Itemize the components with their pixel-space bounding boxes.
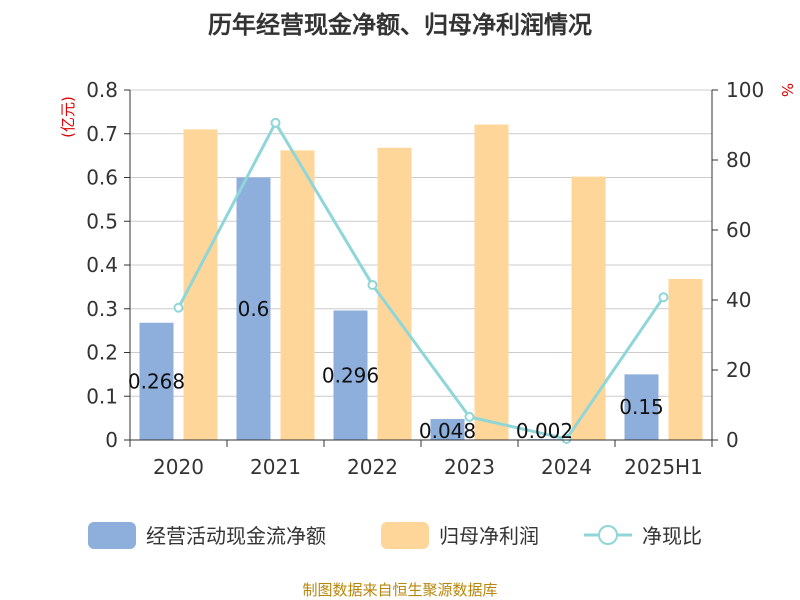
y-left-tick-label: 0.1: [86, 384, 118, 408]
bar-operating-cash-flow: [236, 177, 271, 440]
data-label: 0.6: [238, 297, 270, 321]
y-left-tick-label: 0.6: [86, 166, 118, 190]
legend: 经营活动现金流净额 归母净利润 净现比: [88, 522, 702, 549]
bar-net-profit: [668, 279, 703, 440]
data-label: 0.268: [128, 369, 185, 393]
data-label: 0.15: [619, 395, 664, 419]
bar-operating-cash-flow: [624, 374, 659, 440]
legend-swatch-operating-cash-flow: [88, 522, 136, 549]
chart-title: 历年经营现金净额、归母净利润情况: [208, 11, 592, 39]
source-note: 制图数据来自恒生聚源数据库: [302, 581, 497, 599]
bars: [139, 124, 703, 440]
y-right-tick-label: 60: [726, 218, 751, 242]
y-left-tick-label: 0.5: [86, 209, 118, 233]
legend-label: 净现比: [642, 524, 702, 548]
y-right-tick-label: 40: [726, 288, 751, 312]
data-label: 0.002: [516, 419, 573, 443]
x-tick-label: 2023: [444, 455, 495, 479]
y-left-tick-label: 0.3: [86, 297, 118, 321]
line-net-cash-ratio: [177, 121, 665, 441]
y-right-tick-label: 0: [726, 428, 739, 452]
bar-net-profit: [377, 147, 412, 440]
line-point: [270, 117, 281, 128]
y-left-tick-label: 0.8: [86, 78, 118, 102]
y-right-unit: %: [778, 83, 796, 97]
grid: [130, 89, 712, 397]
legend-marker: [598, 525, 618, 545]
y-right-tick-label: 100: [726, 78, 764, 102]
data-labels: 0.268 0.6 0.296 0.048 0.002 0.15: [128, 297, 664, 443]
line-point: [173, 302, 184, 313]
legend-label: 经营活动现金流净额: [146, 524, 326, 548]
bar-net-profit: [280, 150, 315, 440]
bar-operating-cash-flow: [139, 322, 174, 440]
x-tick-label: 2022: [347, 455, 398, 479]
line-point: [464, 411, 475, 422]
line: [173, 117, 669, 444]
data-label: 0.048: [419, 419, 476, 443]
bar-operating-cash-flow: [333, 310, 368, 440]
y-left-tick-label: 0.2: [86, 341, 118, 365]
legend-label: 归母净利润: [439, 524, 539, 548]
bar-net-profit: [183, 129, 218, 440]
axes: 0 0.1 0.2 0.3 0.4 0.5 0.6 0.7 0.8 0 20 40 60 80 100 (亿元…: [59, 78, 796, 479]
bar-net-profit: [474, 124, 509, 440]
y-left-unit: (亿元): [59, 96, 77, 138]
data-label: 0.296: [322, 363, 379, 387]
x-tick-label: 2021: [250, 455, 301, 479]
y-left-tick-label: 0.4: [86, 253, 118, 277]
y-left-tick-label: 0.7: [86, 122, 118, 146]
x-tick-label: 2020: [153, 455, 204, 479]
line-point: [561, 433, 572, 444]
y-right-tick-label: 20: [726, 358, 751, 382]
line-point: [658, 292, 669, 303]
bar-operating-cash-flow: [430, 419, 465, 440]
x-tick-label: 2025H1: [624, 455, 703, 479]
bar-net-profit: [571, 176, 606, 440]
y-left-tick-label: 0: [105, 428, 118, 452]
line-point: [367, 279, 378, 290]
legend-swatch-net-profit: [381, 522, 429, 549]
x-tick-label: 2024: [541, 455, 592, 479]
y-right-tick-label: 80: [726, 148, 751, 172]
